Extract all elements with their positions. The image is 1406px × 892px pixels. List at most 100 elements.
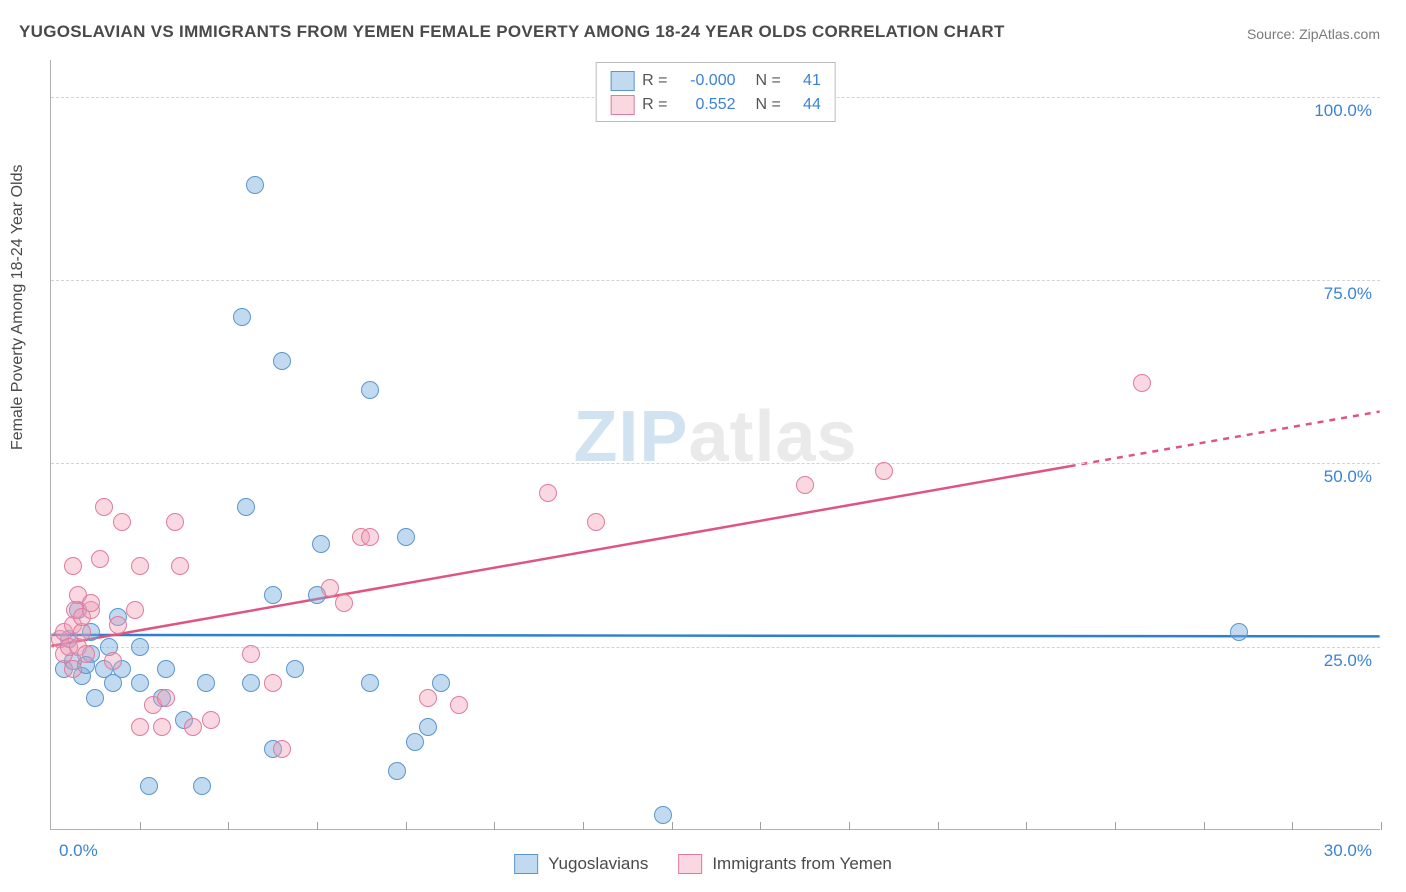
data-point [131, 674, 149, 692]
data-point [233, 308, 251, 326]
r-value-blue: -0.000 [678, 69, 736, 93]
data-point [104, 652, 122, 670]
regression-line-yemen [51, 466, 1069, 646]
data-point [286, 660, 304, 678]
y-tick-label: 75.0% [1324, 284, 1372, 304]
data-point [587, 513, 605, 531]
x-tick [583, 822, 584, 830]
x-tick [672, 822, 673, 830]
swatch-pink [610, 95, 634, 115]
data-point [171, 557, 189, 575]
r-label: R = [642, 93, 667, 117]
data-point [184, 718, 202, 736]
data-point [242, 645, 260, 663]
data-point [91, 550, 109, 568]
data-point [312, 535, 330, 553]
data-point [131, 638, 149, 656]
data-point [539, 484, 557, 502]
n-label: N = [756, 69, 781, 93]
data-point [131, 718, 149, 736]
x-tick [494, 822, 495, 830]
x-tick [849, 822, 850, 830]
x-tick [1381, 822, 1382, 830]
data-point [126, 601, 144, 619]
legend-row-yugoslavians: R = -0.000 N = 41 [610, 69, 821, 93]
regression-line-yemen-dashed [1070, 412, 1380, 467]
legend-item-yemen: Immigrants from Yemen [678, 854, 892, 874]
gridline [51, 463, 1380, 464]
data-point [406, 733, 424, 751]
x-tick [1115, 822, 1116, 830]
data-point [273, 352, 291, 370]
x-tick [1204, 822, 1205, 830]
data-point [273, 740, 291, 758]
data-point [335, 594, 353, 612]
n-value-blue: 41 [791, 69, 821, 93]
data-point [242, 674, 260, 692]
data-point [397, 528, 415, 546]
data-point [264, 674, 282, 692]
regression-lines [51, 60, 1380, 829]
legend-label-yugoslavians: Yugoslavians [548, 854, 648, 874]
r-label: R = [642, 69, 667, 93]
data-point [1133, 374, 1151, 392]
n-label: N = [756, 93, 781, 117]
x-tick [228, 822, 229, 830]
x-tick [140, 822, 141, 830]
data-point [361, 381, 379, 399]
x-tick [1026, 822, 1027, 830]
chart-title: YUGOSLAVIAN VS IMMIGRANTS FROM YEMEN FEM… [19, 22, 1005, 42]
x-tick [938, 822, 939, 830]
data-point [432, 674, 450, 692]
correlation-legend: R = -0.000 N = 41 R = 0.552 N = 44 [595, 62, 836, 122]
data-point [875, 462, 893, 480]
data-point [796, 476, 814, 494]
swatch-blue [610, 71, 634, 91]
data-point [450, 696, 468, 714]
x-tick [1292, 822, 1293, 830]
data-point [157, 689, 175, 707]
x-tick [760, 822, 761, 830]
series-legend: Yugoslavians Immigrants from Yemen [514, 854, 892, 874]
data-point [193, 777, 211, 795]
data-point [131, 557, 149, 575]
data-point [140, 777, 158, 795]
data-point [166, 513, 184, 531]
r-value-pink: 0.552 [678, 93, 736, 117]
legend-row-yemen: R = 0.552 N = 44 [610, 93, 821, 117]
data-point [64, 557, 82, 575]
data-point [157, 660, 175, 678]
data-point [202, 711, 220, 729]
data-point [197, 674, 215, 692]
source-prefix: Source: [1247, 26, 1299, 42]
y-tick-label: 25.0% [1324, 651, 1372, 671]
data-point [95, 498, 113, 516]
legend-item-yugoslavians: Yugoslavians [514, 854, 648, 874]
data-point [246, 176, 264, 194]
x-tick-label-max: 30.0% [1324, 841, 1372, 861]
x-tick-label-min: 0.0% [59, 841, 98, 861]
data-point [419, 718, 437, 736]
x-tick [317, 822, 318, 830]
data-point [77, 645, 95, 663]
legend-label-yemen: Immigrants from Yemen [712, 854, 892, 874]
y-tick-label: 100.0% [1314, 101, 1372, 121]
data-point [361, 674, 379, 692]
data-point [82, 594, 100, 612]
data-point [237, 498, 255, 516]
data-point [361, 528, 379, 546]
data-point [1230, 623, 1248, 641]
x-tick [406, 822, 407, 830]
data-point [321, 579, 339, 597]
data-point [388, 762, 406, 780]
data-point [64, 660, 82, 678]
swatch-blue [514, 854, 538, 874]
source-attribution: Source: ZipAtlas.com [1247, 26, 1380, 42]
data-point [113, 513, 131, 531]
y-axis-title: Female Poverty Among 18-24 Year Olds [9, 165, 27, 451]
n-value-pink: 44 [791, 93, 821, 117]
data-point [419, 689, 437, 707]
swatch-pink [678, 854, 702, 874]
data-point [264, 586, 282, 604]
data-point [654, 806, 672, 824]
